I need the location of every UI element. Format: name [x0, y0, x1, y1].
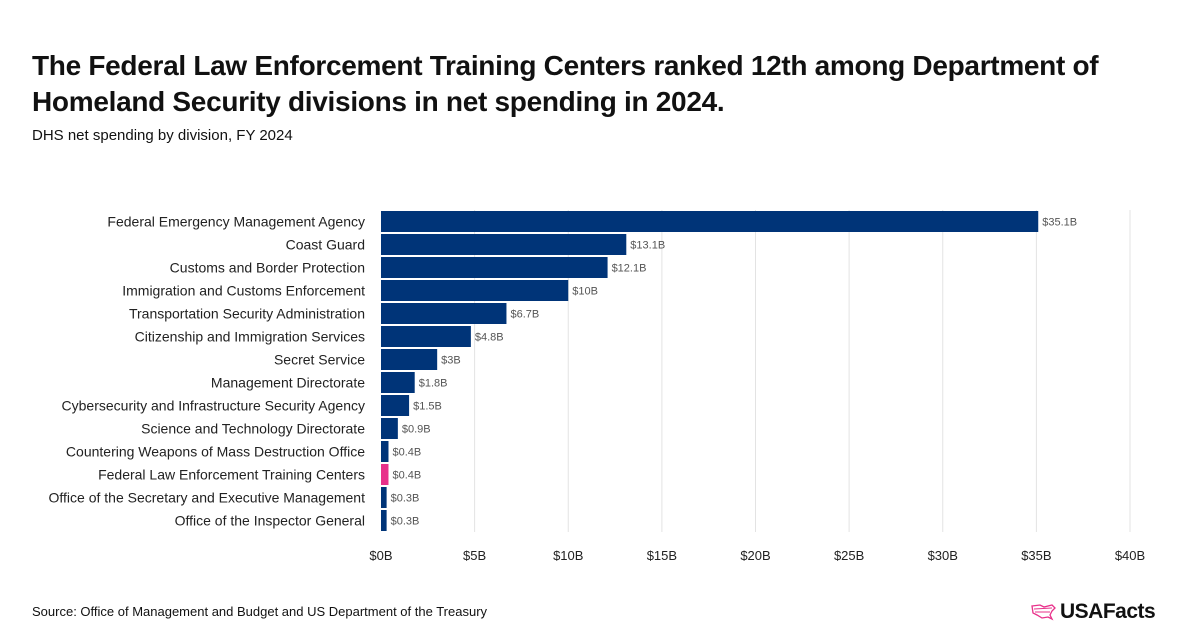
- logo-text: USAFacts: [1060, 600, 1156, 623]
- bar: [381, 257, 608, 278]
- category-label: Countering Weapons of Mass Destruction O…: [66, 444, 365, 460]
- x-tick-label: $30B: [928, 548, 958, 563]
- data-label: $0.3B: [391, 493, 420, 505]
- category-label: Transportation Security Administration: [129, 306, 365, 322]
- data-label: $35.1B: [1042, 217, 1077, 229]
- data-label: $4.8B: [475, 332, 504, 344]
- bar: [381, 372, 415, 393]
- us-map-icon: [1031, 604, 1056, 621]
- bar: [381, 441, 389, 462]
- x-tick-label: $25B: [834, 548, 864, 563]
- usafacts-logo: USAFacts: [1030, 600, 1156, 624]
- bar: [381, 464, 389, 485]
- data-label: $0.9B: [402, 424, 431, 436]
- bar: [381, 349, 438, 370]
- x-tick-label: $20B: [740, 548, 770, 563]
- source-note: Source: Office of Management and Budget …: [32, 604, 488, 619]
- data-label: $6.7B: [510, 309, 539, 321]
- category-label: Management Directorate: [211, 375, 365, 391]
- bar: [381, 395, 410, 416]
- category-label: Cybersecurity and Infrastructure Securit…: [62, 398, 365, 414]
- chart-subtitle: DHS net spending by division, FY 2024: [32, 127, 293, 144]
- x-tick-label: $10B: [553, 548, 583, 563]
- data-label: $0.3B: [391, 516, 420, 528]
- category-label: Secret Service: [274, 352, 365, 368]
- data-label: $1.8B: [419, 378, 448, 390]
- category-label: Citizenship and Immigration Services: [135, 329, 365, 345]
- bar: [381, 234, 627, 255]
- category-label: Office of the Secretary and Executive Ma…: [49, 490, 366, 506]
- bar: [381, 211, 1039, 232]
- data-label: $0.4B: [392, 470, 421, 482]
- data-label: $13.1B: [630, 240, 665, 252]
- data-label: $1.5B: [413, 401, 442, 413]
- bar: [381, 280, 569, 301]
- bar: [381, 487, 387, 508]
- data-label: $3B: [441, 355, 461, 367]
- data-label: $0.4B: [392, 447, 421, 459]
- chart-title: The Federal Law Enforcement Training Cen…: [32, 50, 1099, 117]
- category-label: Federal Emergency Management Agency: [107, 214, 365, 230]
- category-label: Coast Guard: [286, 237, 365, 253]
- category-label: Customs and Border Protection: [170, 260, 365, 276]
- category-label: Immigration and Customs Enforcement: [122, 283, 365, 299]
- category-label: Office of the Inspector General: [175, 513, 365, 529]
- category-label: Federal Law Enforcement Training Centers: [98, 467, 365, 483]
- category-label: Science and Technology Directorate: [141, 421, 365, 437]
- x-tick-label: $35B: [1021, 548, 1051, 563]
- x-tick-label: $0B: [369, 548, 392, 563]
- x-tick-label: $40B: [1115, 548, 1145, 563]
- bar: [381, 418, 398, 439]
- bar: [381, 510, 387, 531]
- data-label: $12.1B: [612, 263, 647, 275]
- bar: [381, 303, 507, 324]
- x-tick-label: $5B: [463, 548, 486, 563]
- bar: [381, 326, 471, 347]
- data-label: $10B: [572, 286, 598, 298]
- x-tick-label: $15B: [647, 548, 677, 563]
